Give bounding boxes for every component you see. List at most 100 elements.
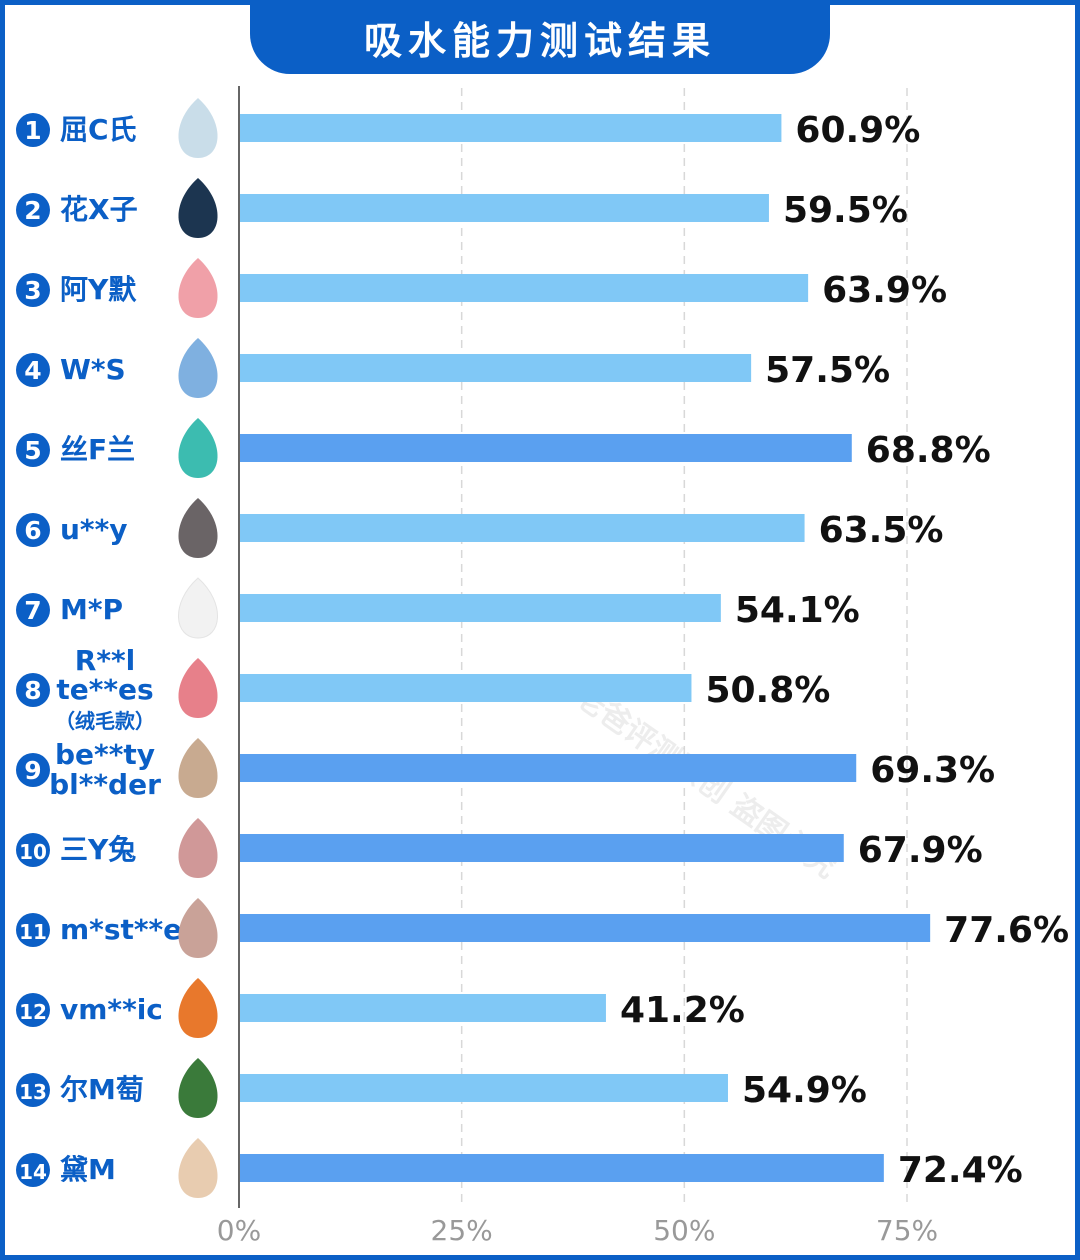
sponge-icon (178, 577, 218, 639)
value-label: 41.2% (620, 990, 745, 1031)
x-tick-label: 50% (653, 1214, 715, 1247)
category-label: te**es (56, 673, 153, 706)
value-label: 63.9% (822, 270, 947, 311)
category-label: 阿Y默 (60, 273, 137, 306)
bar (240, 674, 692, 702)
category-label: 三Y兔 (60, 833, 136, 866)
value-label: 54.1% (735, 590, 860, 631)
sponge-icon (178, 258, 218, 318)
rank-number: 4 (24, 356, 41, 385)
sponge-icon (178, 1138, 218, 1198)
bar-row: 54.9% 13 尔M萄 (16, 1058, 867, 1118)
bar-row: 72.4% 14 黛M (16, 1138, 1023, 1198)
category-label: 屈C氏 (60, 113, 137, 146)
bar-row: 50.8% 8 R**lte**es （绒毛款） (16, 644, 830, 733)
rank-badge (16, 913, 50, 947)
category-label: 尔M萄 (60, 1073, 144, 1106)
bar-row: 63.5% 6 u**y (16, 498, 943, 558)
value-label: 59.5% (783, 190, 908, 231)
x-tick-label: 25% (431, 1214, 493, 1247)
value-label: 60.9% (795, 110, 920, 151)
rank-badge (16, 113, 50, 147)
rank-number: 7 (24, 596, 41, 625)
bar (240, 194, 769, 222)
sponge-icon (178, 818, 218, 878)
category-label: bl**der (49, 768, 161, 801)
bar (240, 354, 752, 382)
bar (240, 994, 606, 1022)
category-label: m*st**e (60, 913, 182, 946)
rank-number: 14 (19, 1160, 47, 1184)
value-label: 68.8% (866, 430, 991, 471)
sponge-icon (178, 418, 218, 478)
bar (240, 1074, 728, 1102)
bar-row: 67.9% 10 三Y兔 (16, 818, 983, 878)
value-label: 50.8% (705, 670, 830, 711)
bar (240, 274, 809, 302)
sponge-icon (178, 98, 218, 158)
rank-number: 9 (24, 756, 41, 785)
rank-badge (16, 273, 50, 307)
rank-badge (16, 673, 50, 707)
rank-badge (16, 353, 50, 387)
rank-badge (16, 1153, 50, 1187)
rank-badge (16, 753, 50, 787)
category-label: R**l (75, 644, 135, 677)
bar (240, 914, 931, 942)
value-label: 63.5% (819, 510, 944, 551)
sponge-icon (178, 498, 218, 558)
bar (240, 594, 721, 622)
value-label: 57.5% (765, 350, 890, 391)
rank-number: 1 (24, 116, 41, 145)
x-tick-label: 75% (876, 1214, 938, 1247)
rank-number: 8 (24, 676, 41, 705)
value-label: 77.6% (944, 910, 1069, 951)
sponge-icon (178, 1058, 218, 1118)
rank-number: 13 (19, 1080, 47, 1104)
rank-number: 11 (19, 920, 47, 944)
category-label: （绒毛款） (55, 709, 155, 733)
sponge-icon (178, 338, 218, 398)
rank-badge (16, 1073, 50, 1107)
category-label: vm**ic (60, 993, 163, 1026)
category-label: 丝F兰 (60, 433, 135, 466)
category-label: W*S (60, 353, 126, 386)
bar (240, 514, 805, 542)
category-label: u**y (60, 513, 127, 546)
bar-row: 68.8% 5 丝F兰 (16, 418, 991, 478)
value-label: 72.4% (898, 1150, 1023, 1191)
bar-row: 41.2% 12 vm**ic (16, 978, 745, 1038)
category-label: 黛M (60, 1153, 116, 1186)
value-label: 69.3% (870, 750, 995, 791)
sponge-icon (178, 898, 218, 958)
rank-badge (16, 433, 50, 467)
rank-badge (16, 833, 50, 867)
bar-row: 57.5% 4 W*S (16, 338, 890, 398)
rank-badge (16, 513, 50, 547)
bar (240, 1154, 884, 1182)
rank-number: 10 (19, 840, 47, 864)
x-tick-label: 0% (217, 1214, 261, 1247)
bar-row: 59.5% 2 花X子 (16, 178, 908, 238)
sponge-icon (178, 178, 218, 238)
bar-row: 63.9% 3 阿Y默 (16, 258, 947, 318)
category-label: be**ty (55, 738, 155, 771)
rank-number: 12 (19, 1000, 47, 1024)
rank-number: 5 (24, 436, 41, 465)
value-label: 67.9% (858, 830, 983, 871)
rank-number: 3 (24, 276, 41, 305)
rank-badge (16, 593, 50, 627)
bar (240, 834, 844, 862)
sponge-icon (178, 658, 218, 718)
rank-badge (16, 193, 50, 227)
category-label: M*P (60, 593, 123, 626)
bar-row: 77.6% 11 m*st**e (16, 898, 1069, 958)
rank-number: 6 (24, 516, 41, 545)
rank-badge (16, 993, 50, 1027)
sponge-icon (178, 738, 218, 798)
category-label: 花X子 (60, 193, 138, 226)
value-label: 54.9% (742, 1070, 867, 1111)
